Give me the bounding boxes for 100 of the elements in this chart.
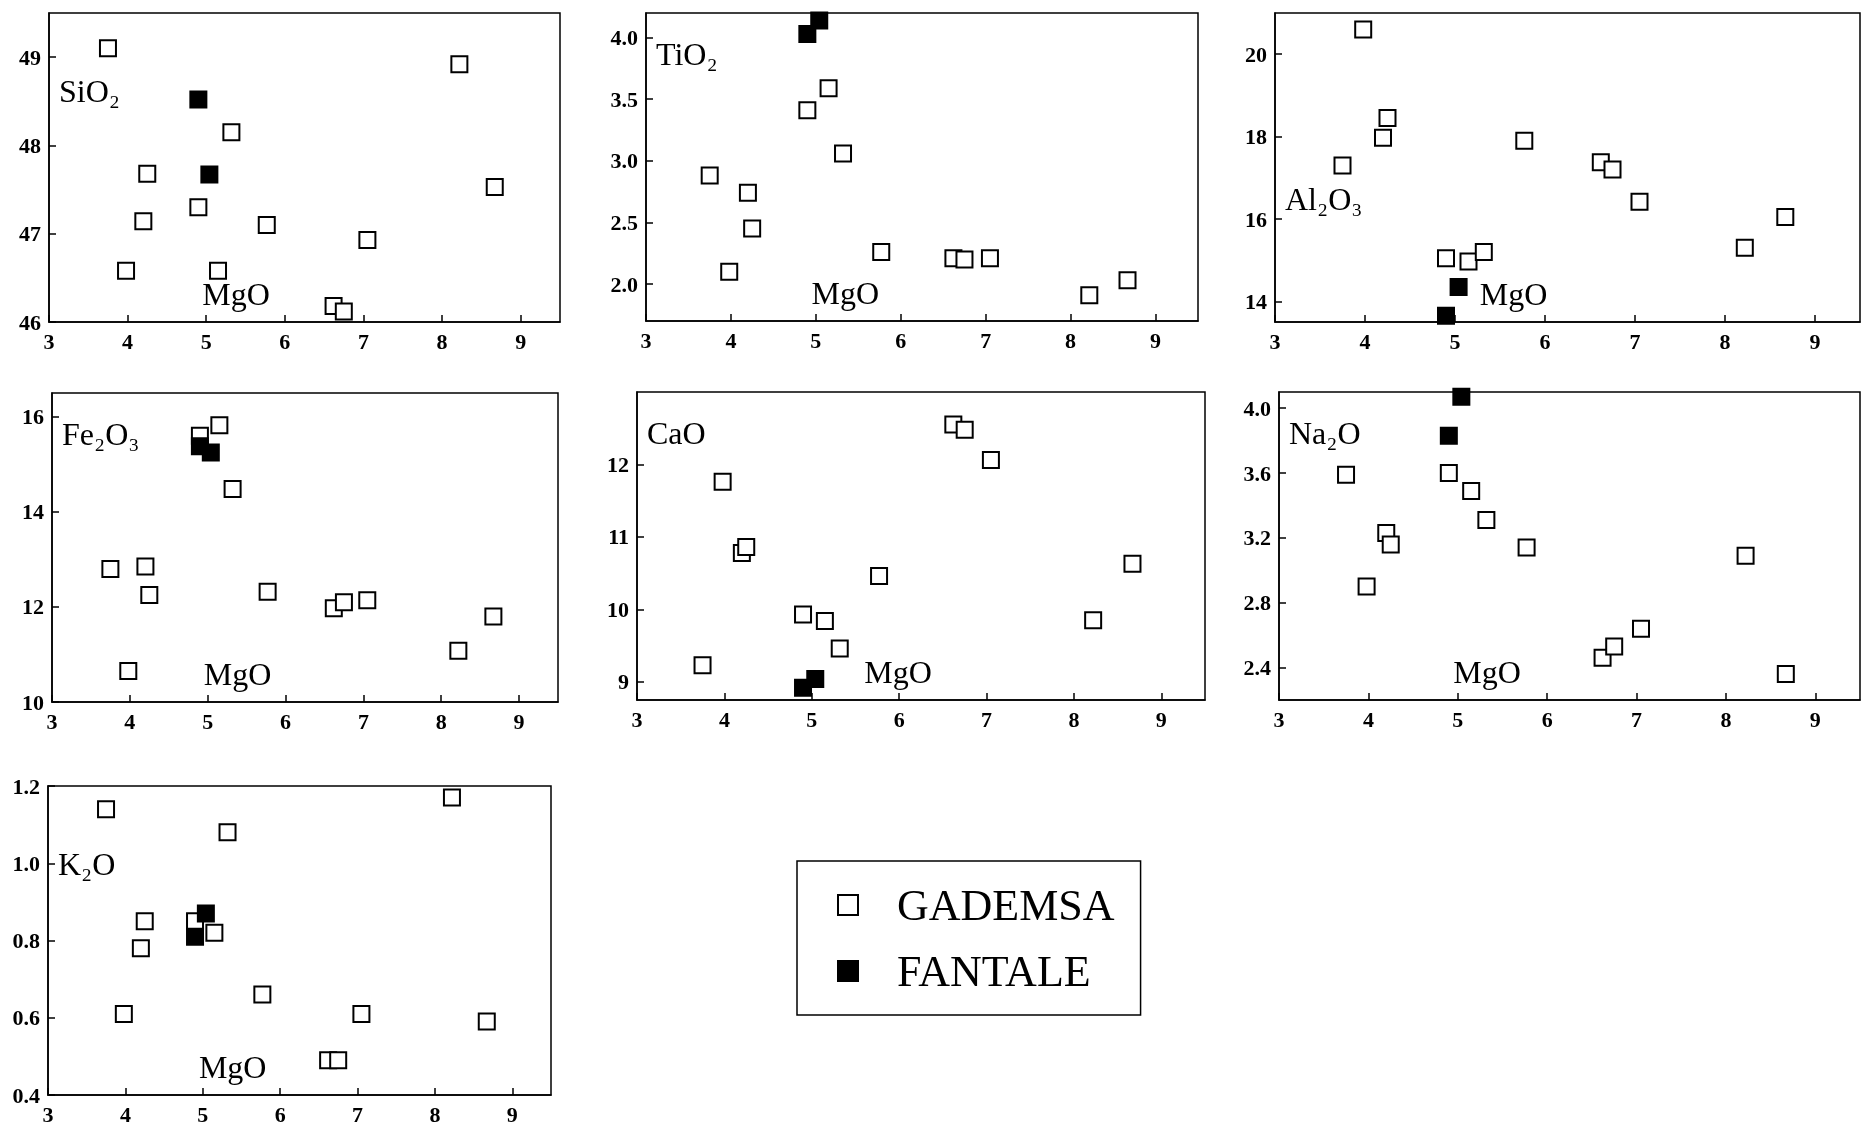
y-tick-label: 3.5 bbox=[610, 86, 638, 112]
point bbox=[131, 939, 150, 958]
point bbox=[810, 11, 829, 30]
point bbox=[955, 250, 974, 269]
x-tick-label: 4 bbox=[718, 706, 730, 732]
point bbox=[135, 912, 154, 931]
point bbox=[222, 123, 241, 142]
x-tick-label: 9 bbox=[515, 328, 527, 354]
point bbox=[1632, 619, 1651, 638]
y-tick-label: 0.6 bbox=[12, 1005, 40, 1031]
y-tick-label: 9 bbox=[618, 669, 629, 695]
x-axis-title: MgO bbox=[203, 656, 272, 692]
x-tick-label: 4 bbox=[725, 327, 737, 353]
point bbox=[1439, 464, 1458, 483]
point bbox=[830, 639, 849, 658]
x-tick-label: 6 bbox=[279, 328, 291, 354]
x-tick-label: 4 bbox=[119, 1101, 131, 1127]
point bbox=[1462, 481, 1481, 500]
x-tick-label: 5 bbox=[1452, 706, 1464, 732]
point bbox=[1374, 128, 1392, 147]
point bbox=[450, 55, 469, 74]
x-tick-label: 8 bbox=[435, 708, 447, 734]
point bbox=[1118, 271, 1137, 290]
point bbox=[258, 582, 277, 601]
point bbox=[1776, 665, 1795, 684]
point bbox=[1337, 465, 1356, 484]
point bbox=[209, 261, 228, 280]
x-axis-title: MgO bbox=[1479, 276, 1548, 312]
x-tick-label: 7 bbox=[357, 708, 369, 734]
point bbox=[980, 249, 999, 268]
point bbox=[201, 443, 220, 462]
x-tick-label: 3 bbox=[631, 706, 643, 732]
x-axis-title: MgO bbox=[811, 275, 880, 311]
y-tick-label: 47 bbox=[19, 221, 41, 247]
point bbox=[186, 927, 205, 946]
point bbox=[138, 164, 157, 183]
y-axis-title: Na₂O bbox=[1289, 414, 1361, 451]
x-tick-label: 8 bbox=[1720, 706, 1732, 732]
point bbox=[1517, 538, 1536, 557]
x-axis-title: MgO bbox=[202, 276, 270, 312]
point bbox=[477, 1012, 496, 1031]
point bbox=[737, 538, 756, 557]
point bbox=[1437, 249, 1455, 268]
x-tick-label: 3 bbox=[640, 327, 652, 353]
y-tick-label: 12 bbox=[22, 594, 44, 620]
y-tick-label: 16 bbox=[22, 404, 44, 430]
point bbox=[334, 593, 353, 612]
point bbox=[196, 904, 215, 923]
point bbox=[1084, 611, 1103, 630]
x-tick-label: 8 bbox=[1719, 328, 1731, 354]
point bbox=[1452, 387, 1471, 406]
y-tick-label: 48 bbox=[19, 132, 41, 158]
x-axis-title: MgO bbox=[864, 654, 932, 690]
point bbox=[1735, 238, 1754, 257]
x-tick-label: 7 bbox=[357, 328, 369, 354]
point bbox=[1080, 286, 1099, 305]
point bbox=[1333, 156, 1352, 175]
point bbox=[870, 567, 889, 586]
x-axis-title: MgO bbox=[198, 1049, 267, 1085]
x-tick-label: 7 bbox=[1629, 328, 1641, 354]
x-tick-label: 3 bbox=[1273, 706, 1285, 732]
point bbox=[1123, 554, 1142, 573]
point bbox=[1603, 160, 1622, 179]
point bbox=[358, 230, 377, 249]
x-axis-title: MgO bbox=[1453, 654, 1521, 690]
point bbox=[834, 144, 853, 163]
point bbox=[1605, 637, 1624, 656]
y-tick-label: 14 bbox=[1245, 288, 1267, 314]
x-tick-label: 9 bbox=[1809, 706, 1821, 732]
x-tick-label: 5 bbox=[200, 328, 212, 354]
point bbox=[1474, 242, 1493, 261]
x-tick-label: 9 bbox=[1150, 327, 1162, 353]
y-tick-label: 2.8 bbox=[1243, 590, 1271, 616]
y-axis-title: K₂O bbox=[58, 845, 116, 882]
y-tick-label: 1.0 bbox=[12, 850, 40, 876]
y-tick-label: 4.0 bbox=[1243, 395, 1271, 421]
x-tick-label: 7 bbox=[352, 1101, 364, 1127]
y-tick-label: 2.4 bbox=[1243, 655, 1271, 681]
point bbox=[253, 985, 272, 1004]
x-tick-label: 8 bbox=[1068, 706, 1080, 732]
y-tick-label: 2.5 bbox=[610, 209, 638, 235]
y-tick-label: 0.4 bbox=[12, 1082, 40, 1108]
x-tick-label: 6 bbox=[1541, 706, 1553, 732]
point bbox=[1630, 192, 1649, 211]
point bbox=[352, 1004, 371, 1023]
x-tick-label: 9 bbox=[506, 1101, 518, 1127]
x-tick-label: 3 bbox=[42, 1101, 54, 1127]
y-axis-title: SiO₂ bbox=[59, 72, 120, 109]
y-tick-label: 2.0 bbox=[610, 271, 638, 297]
point bbox=[743, 219, 762, 238]
y-tick-label: 3.0 bbox=[610, 148, 638, 174]
y-tick-label: 46 bbox=[19, 309, 41, 335]
point bbox=[200, 165, 219, 184]
y-tick-label: 14 bbox=[22, 499, 44, 525]
x-tick-label: 8 bbox=[436, 328, 448, 354]
point bbox=[119, 662, 138, 681]
point bbox=[1477, 511, 1496, 530]
point bbox=[189, 198, 208, 217]
x-tick-label: 3 bbox=[43, 328, 55, 354]
point bbox=[334, 302, 353, 321]
